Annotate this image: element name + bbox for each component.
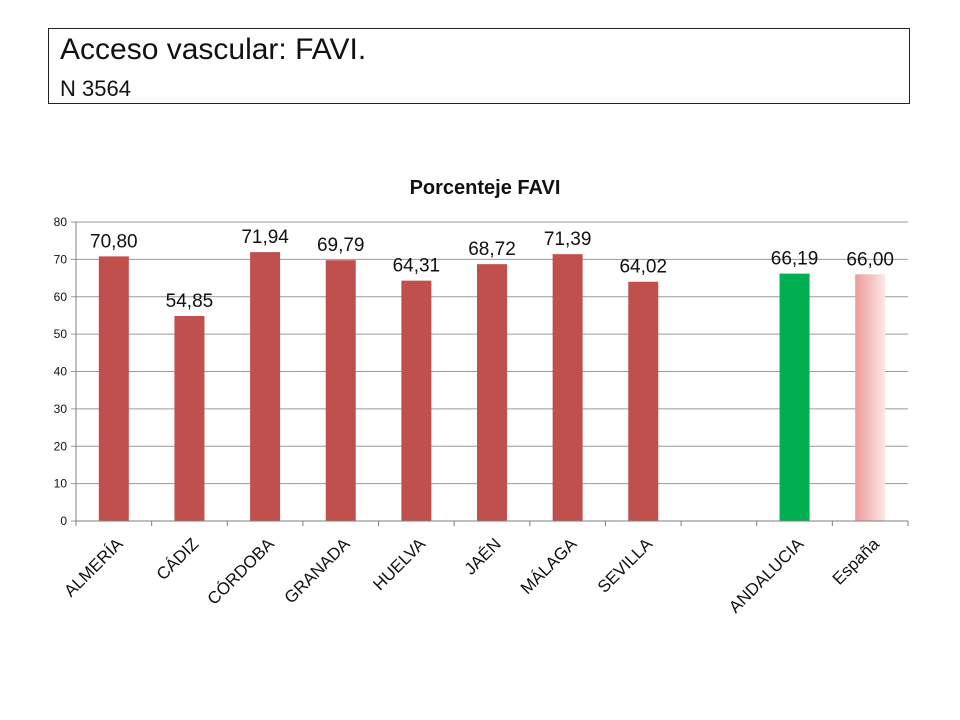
y-tick-label: 20 bbox=[54, 439, 68, 453]
data-label: 66,19 bbox=[771, 249, 819, 270]
header-box: Acceso vascular: FAVI. N 3564 bbox=[48, 28, 910, 104]
slide-subtitle: N 3564 bbox=[60, 76, 131, 101]
data-label: 54,85 bbox=[166, 291, 214, 312]
data-label: 71,39 bbox=[544, 229, 592, 250]
data-label: 68,72 bbox=[468, 239, 516, 260]
data-label: 66,00 bbox=[846, 249, 894, 270]
y-tick-label: 30 bbox=[54, 402, 68, 416]
x-tick-label: CÁDIZ bbox=[153, 534, 202, 583]
y-tick-label: 70 bbox=[54, 252, 68, 266]
x-tick-label: ALMERÍA bbox=[60, 534, 127, 601]
data-label: 69,79 bbox=[317, 235, 365, 256]
axes bbox=[75, 222, 908, 522]
bar-andalucia bbox=[779, 273, 810, 521]
x-tick-label: JAÉN bbox=[461, 534, 505, 578]
data-labels: 70,80 54,85 71,94 69,79 64,31 68,72 71,39 64,02… bbox=[90, 227, 894, 312]
bar-granada bbox=[325, 260, 356, 521]
y-tick-label: 60 bbox=[54, 290, 68, 304]
y-tick-label: 40 bbox=[54, 365, 68, 379]
bar-jaén bbox=[477, 264, 507, 521]
bar-cádiz bbox=[174, 315, 205, 521]
y-axis-ticks: 0 10 20 30 40 50 60 70 80 bbox=[54, 215, 76, 528]
x-tick-label: ANDALUCIA bbox=[725, 534, 808, 617]
y-tick-label: 50 bbox=[54, 327, 68, 341]
bar-almería bbox=[98, 256, 129, 521]
data-label: 64,31 bbox=[393, 256, 441, 277]
x-tick-label: SEVILLA bbox=[594, 534, 657, 597]
bar-huelva bbox=[401, 280, 432, 521]
y-tick-label: 10 bbox=[54, 477, 68, 491]
bar-sevilla bbox=[628, 281, 659, 521]
chart-title: Porcenteje FAVI bbox=[410, 177, 561, 199]
data-label: 64,02 bbox=[619, 257, 667, 278]
x-tick-label: CÓRDOBA bbox=[204, 534, 279, 609]
x-tick-label: GRANADA bbox=[281, 534, 354, 607]
x-tick-label: MÁLAGA bbox=[517, 534, 581, 598]
bars bbox=[98, 252, 886, 521]
slide-title: Acceso vascular: FAVI. bbox=[60, 33, 367, 66]
y-tick-label: 0 bbox=[60, 514, 67, 528]
x-tick-label: HUELVA bbox=[369, 534, 429, 594]
data-label: 71,94 bbox=[241, 227, 289, 248]
x-tick-label: España bbox=[829, 534, 884, 589]
x-axis-ticks: ALMERÍA CÁDIZ CÓRDOBA GRANADA HUELVA JAÉN MÁLA… bbox=[60, 521, 909, 617]
data-label: 70,80 bbox=[90, 231, 138, 252]
bar-españa bbox=[855, 274, 886, 521]
bar-córdoba bbox=[250, 252, 281, 521]
y-tick-label: 80 bbox=[54, 215, 68, 229]
bar-málaga bbox=[552, 254, 583, 521]
